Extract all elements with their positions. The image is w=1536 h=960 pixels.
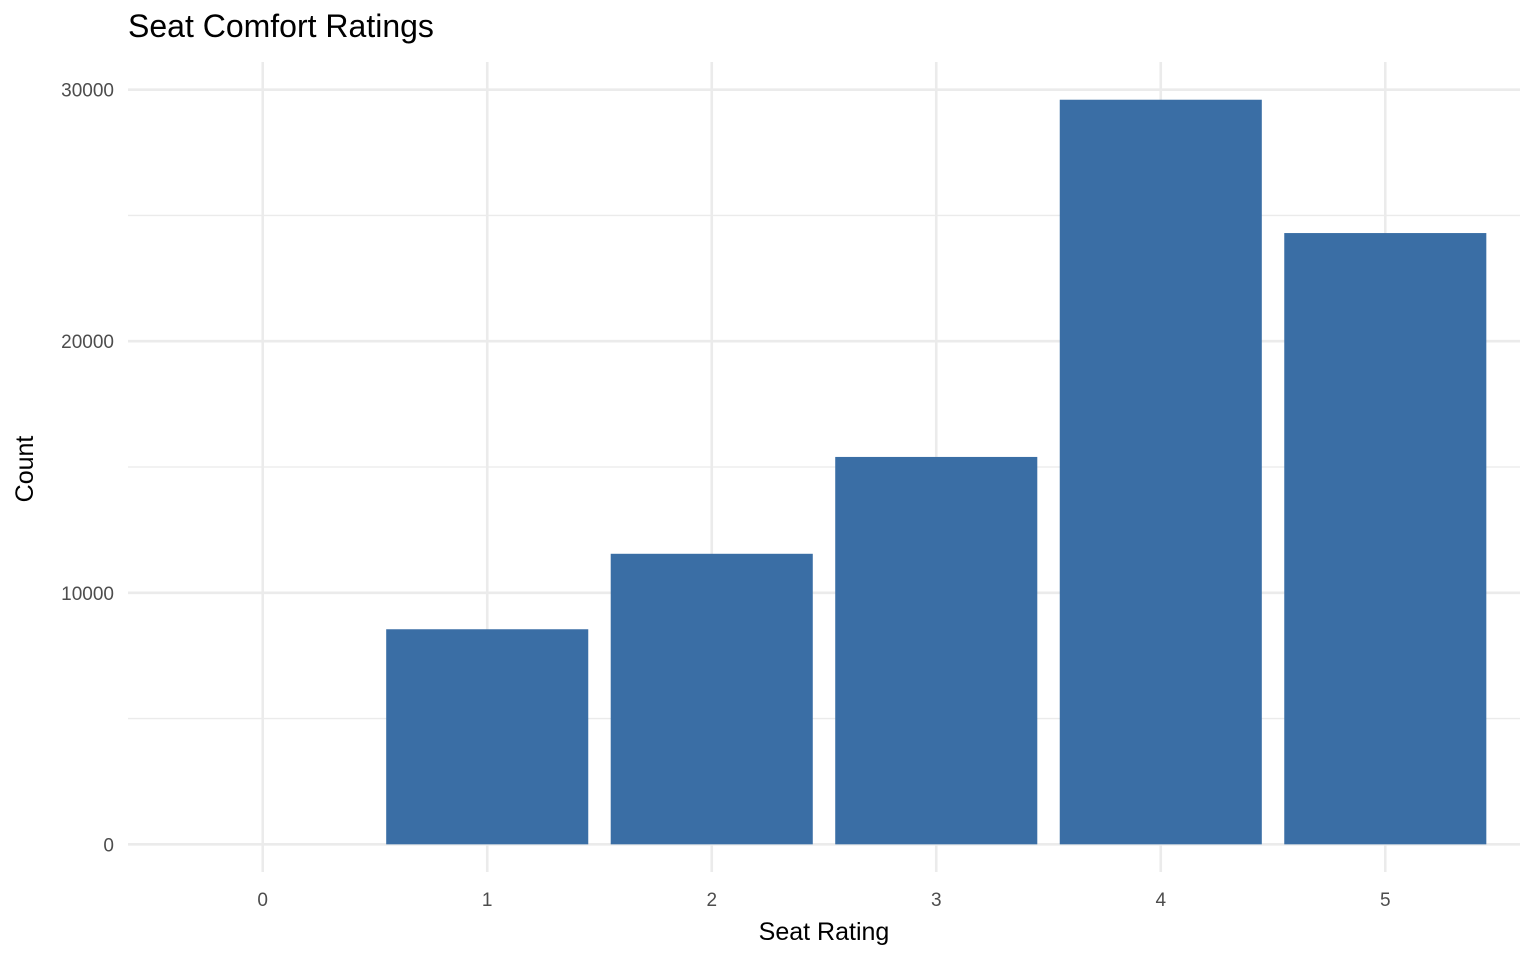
bar-rating-1 <box>386 629 589 845</box>
x-tick-label: 5 <box>1380 890 1391 911</box>
bar-rating-2 <box>610 553 813 845</box>
x-tick-label: 0 <box>257 890 268 911</box>
x-axis-title: Seat Rating <box>759 918 890 946</box>
bar-rating-3 <box>835 456 1038 845</box>
x-tick-label: 3 <box>931 890 942 911</box>
y-axis-title: Count <box>11 436 39 503</box>
y-tick-label: 10000 <box>61 584 114 605</box>
bar-rating-4 <box>1059 99 1262 845</box>
bar-rating-5 <box>1284 233 1487 845</box>
y-tick-label: 30000 <box>61 81 114 102</box>
x-tick-label: 4 <box>1155 890 1166 911</box>
y-tick-label: 0 <box>103 835 114 856</box>
y-tick-labels: 0 10000 20000 30000 <box>61 81 114 857</box>
bars <box>386 99 1487 845</box>
y-tick-label: 20000 <box>61 332 114 353</box>
x-tick-label: 2 <box>706 890 717 911</box>
x-tick-label: 1 <box>482 890 493 911</box>
chart-title: Seat Comfort Ratings <box>128 8 434 44</box>
x-tick-labels: 0 1 2 3 4 5 <box>257 890 1390 911</box>
